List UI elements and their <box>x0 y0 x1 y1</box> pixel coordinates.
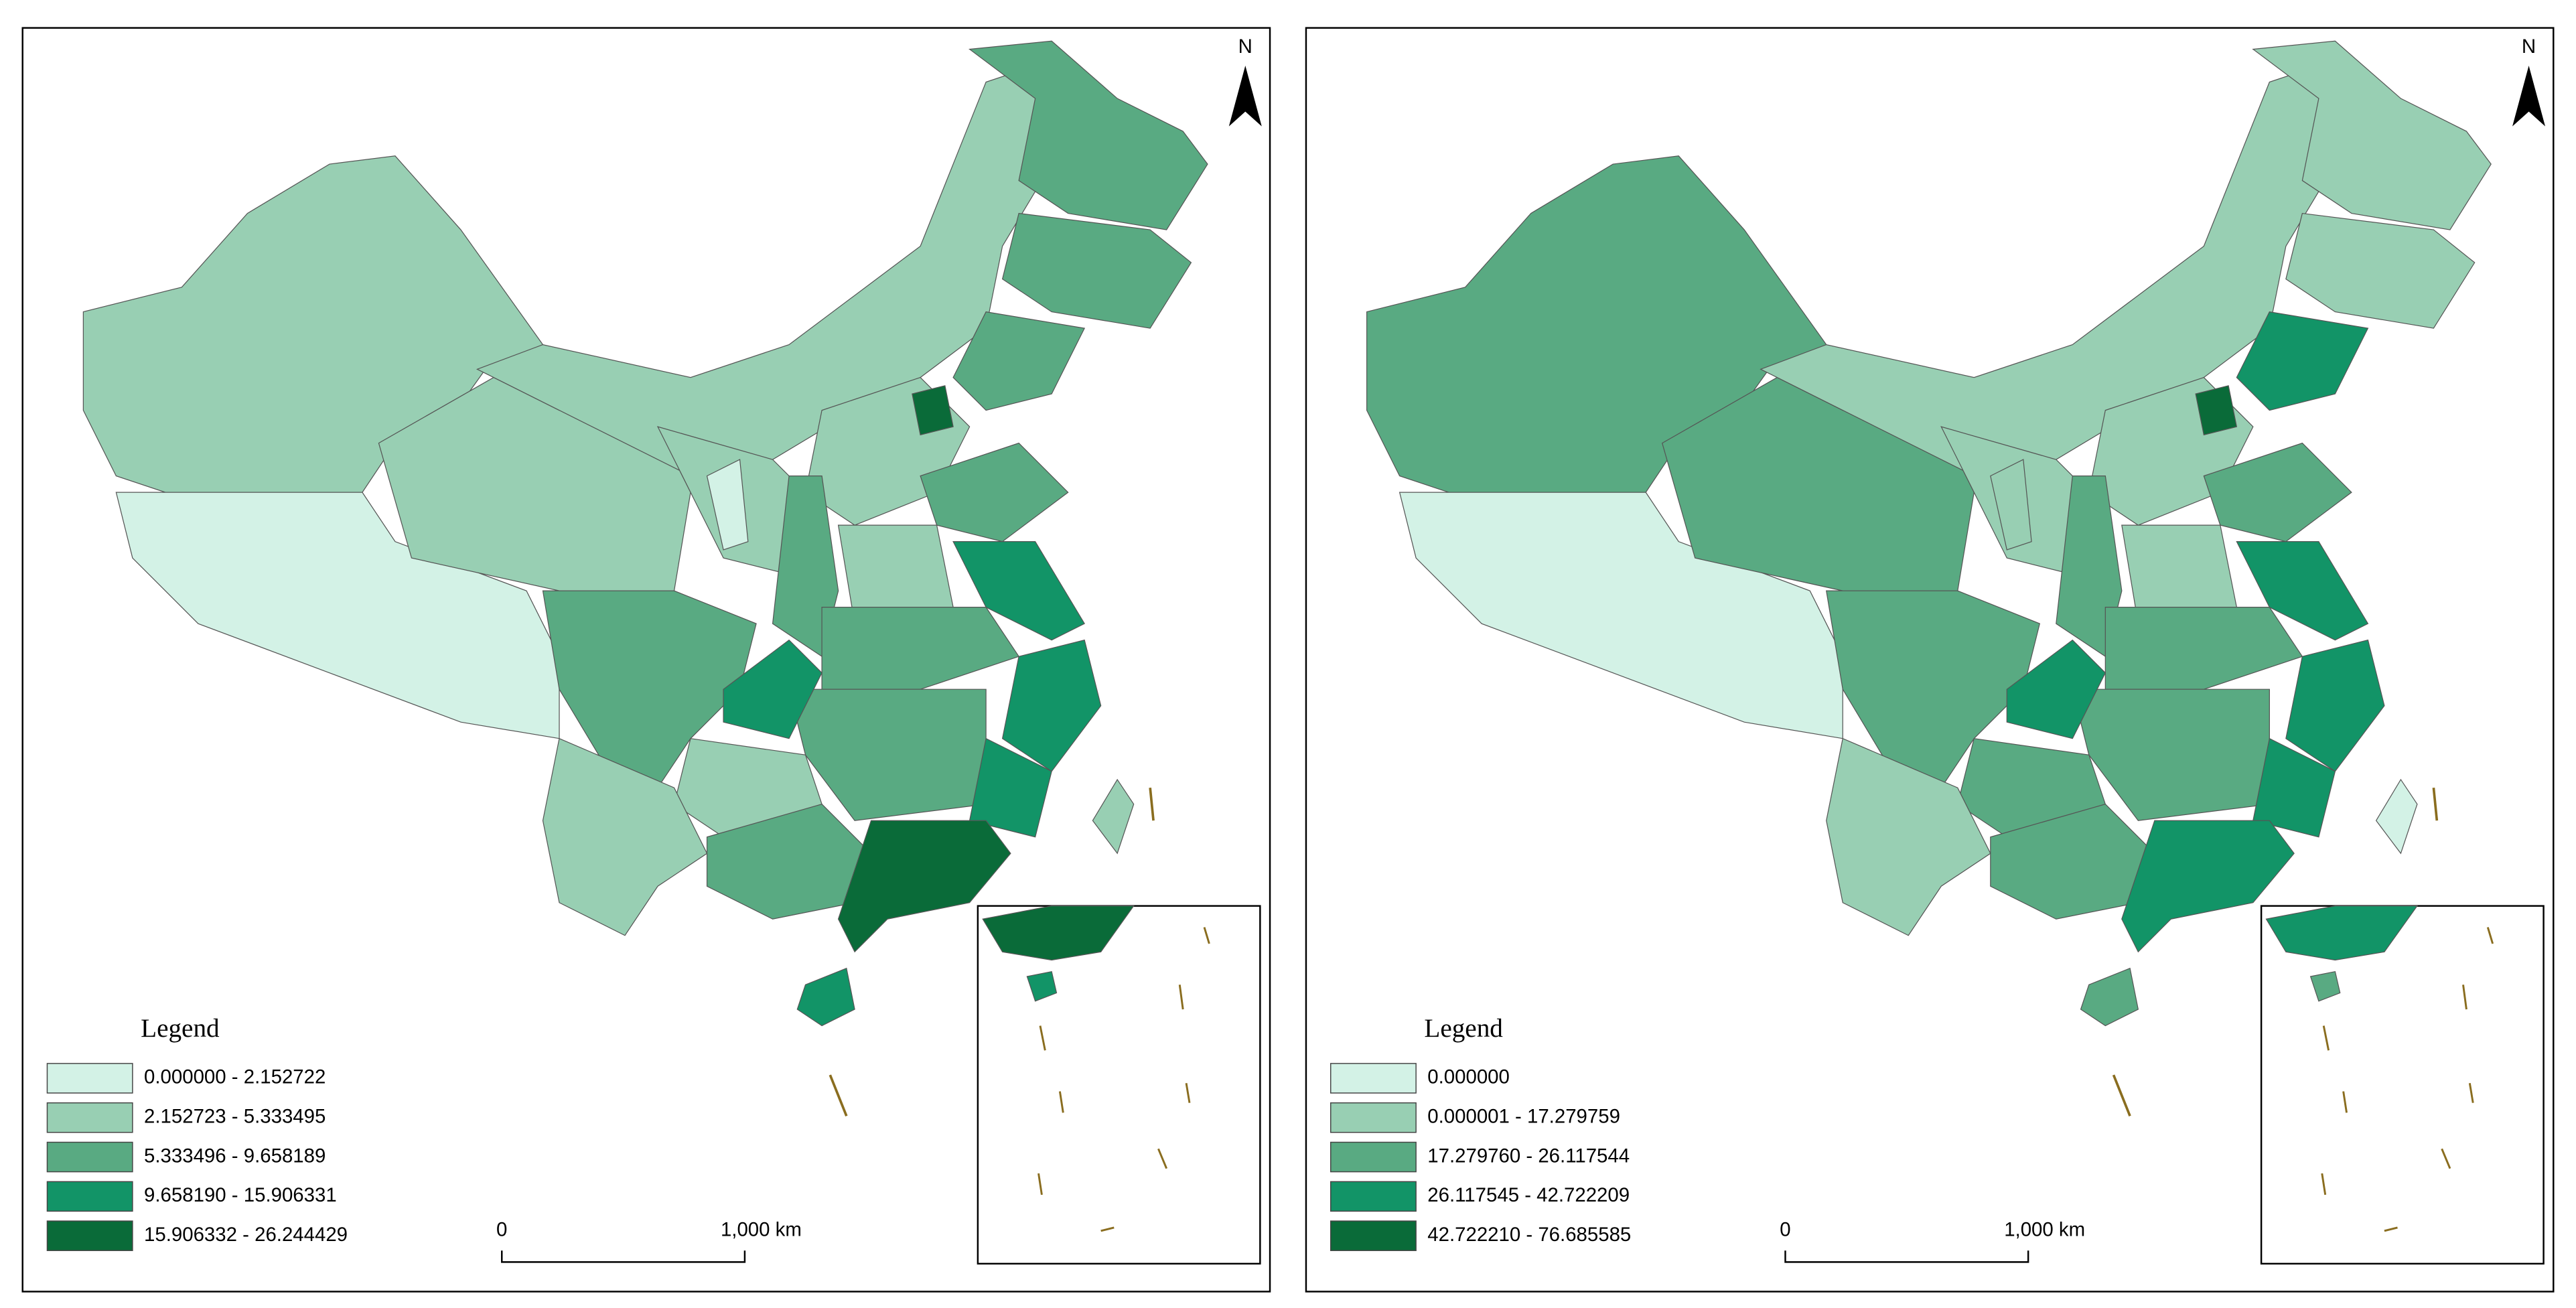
inset-island <box>1178 985 1184 1010</box>
inset-frame <box>2260 905 2545 1265</box>
scale-end: 1,000 km <box>721 1219 802 1241</box>
inset-island <box>2441 1148 2451 1169</box>
north-arrow <box>2512 66 2546 127</box>
inset-coast <box>2265 905 2419 961</box>
legend-swatch <box>1330 1141 1417 1173</box>
legend-label: 42.722210 - 76.685585 <box>1427 1224 1631 1246</box>
province <box>952 311 1086 411</box>
island-line <box>2432 788 2439 821</box>
legend-label: 5.333496 - 9.658189 <box>144 1145 326 1167</box>
province <box>2375 778 2418 855</box>
inset-island <box>1157 1148 1168 1169</box>
inset-island <box>1185 1083 1191 1103</box>
province <box>1001 639 1102 772</box>
province <box>1990 459 2032 551</box>
province <box>2285 639 2385 772</box>
scale-end: 1,000 km <box>2004 1219 2085 1241</box>
province <box>1092 778 1135 855</box>
inset-island <box>1037 1173 1043 1195</box>
inset-island <box>2342 1091 2348 1113</box>
province <box>1001 212 1192 329</box>
inset-island <box>1203 927 1210 944</box>
province <box>968 40 1208 230</box>
province <box>706 459 749 551</box>
province <box>788 688 987 821</box>
inset-island <box>2321 1173 2327 1195</box>
province <box>952 541 1086 641</box>
map-panel: N Legend 0.000000 - 2.152722 2.152723 - 5.3… <box>21 27 1271 1293</box>
legend-label: 2.152723 - 5.333495 <box>144 1106 326 1128</box>
legend-swatch <box>46 1102 133 1133</box>
province <box>2121 820 2295 953</box>
island-line <box>2112 1074 2131 1116</box>
province <box>2006 639 2106 739</box>
province <box>2104 607 2303 690</box>
province <box>2252 40 2492 230</box>
scale-bar <box>501 1250 746 1263</box>
legend-swatch <box>46 1220 133 1251</box>
inset-island <box>1039 1025 1046 1051</box>
province <box>969 737 1052 838</box>
legend-title: Legend <box>1424 1014 1503 1043</box>
legend-label: 0.000000 <box>1427 1066 1510 1088</box>
inset-island <box>1058 1091 1064 1113</box>
legend-label: 15.906332 - 26.244429 <box>144 1224 348 1246</box>
map-panel: N Legend 0.000000 0.000001 - 17.279759 17.27… <box>1305 27 2555 1293</box>
legend-swatch <box>46 1141 133 1173</box>
north-label: N <box>2522 35 2536 58</box>
inset-hainan <box>1026 970 1058 1002</box>
province <box>796 967 855 1027</box>
legend-label: 9.658190 - 15.906331 <box>144 1184 337 1206</box>
province <box>2080 967 2139 1027</box>
legend-label: 17.279760 - 26.117544 <box>1427 1145 1630 1167</box>
legend-swatch <box>1330 1102 1417 1133</box>
north-arrow <box>1228 66 1262 127</box>
north-label: N <box>1238 35 1253 58</box>
inset-island <box>2486 927 2494 944</box>
inset-island <box>2384 1226 2398 1232</box>
province <box>723 639 822 739</box>
province <box>2072 688 2270 821</box>
province <box>1826 737 1991 936</box>
scale-start: 0 <box>1780 1219 1790 1241</box>
province <box>912 385 954 436</box>
legend-swatch <box>46 1063 133 1094</box>
province <box>2236 541 2369 641</box>
province <box>2252 737 2336 838</box>
inset-island <box>2462 985 2467 1010</box>
province <box>920 442 1069 542</box>
inset-frame <box>977 905 1261 1265</box>
province <box>821 607 1020 690</box>
legend-swatch <box>46 1181 133 1212</box>
legend-label: 0.000000 - 2.152722 <box>144 1066 326 1088</box>
legend-label: 26.117545 - 42.722209 <box>1427 1184 1630 1206</box>
scale-start: 0 <box>496 1219 507 1241</box>
island-line <box>1149 788 1155 821</box>
legend-swatch <box>1330 1181 1417 1212</box>
inset-coast <box>982 905 1135 961</box>
province <box>2195 385 2238 436</box>
legend-label: 0.000001 - 17.279759 <box>1427 1106 1620 1128</box>
province <box>837 820 1011 953</box>
province <box>542 737 708 936</box>
scale-bar <box>1784 1250 2029 1263</box>
inset-hainan <box>2309 970 2341 1002</box>
legend-swatch <box>1330 1220 1417 1251</box>
legend-swatch <box>1330 1063 1417 1094</box>
island-line <box>829 1074 848 1116</box>
inset-island <box>2468 1083 2474 1103</box>
inset-island <box>2322 1025 2330 1051</box>
inset-island <box>1100 1226 1115 1232</box>
legend-title: Legend <box>141 1014 220 1043</box>
province <box>2285 212 2476 329</box>
province <box>2203 442 2352 542</box>
province <box>2236 311 2369 411</box>
